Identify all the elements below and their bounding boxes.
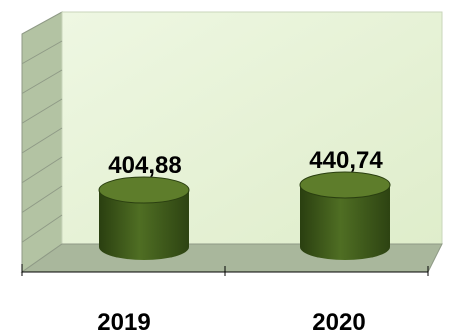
gridlines xyxy=(21,40,63,243)
category-label-2020: 2020 xyxy=(312,309,365,331)
gridline xyxy=(21,156,63,184)
gridline xyxy=(21,40,63,65)
bar-body xyxy=(99,190,189,260)
bar-top xyxy=(98,176,190,204)
bar-top xyxy=(299,171,391,199)
data-label-2020: 440,74 xyxy=(309,147,383,174)
side-wall xyxy=(21,11,63,273)
bar-body xyxy=(300,184,390,260)
gridline xyxy=(21,69,63,94)
gridline xyxy=(21,127,63,154)
gridline xyxy=(21,98,63,124)
gridline xyxy=(21,214,63,243)
bar-2020 xyxy=(299,171,391,260)
category-label-2019: 2019 xyxy=(97,309,150,331)
bar-2019 xyxy=(98,176,190,260)
gridline xyxy=(21,185,63,213)
data-label-2019: 404,88 xyxy=(108,152,181,179)
